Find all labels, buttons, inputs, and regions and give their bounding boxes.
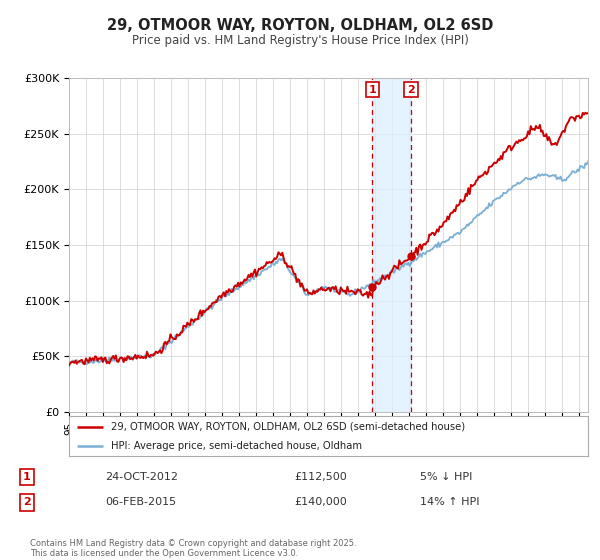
Text: £112,500: £112,500 [294, 472, 347, 482]
Text: 2: 2 [23, 497, 31, 507]
Text: 1: 1 [368, 85, 376, 95]
Text: 06-FEB-2015: 06-FEB-2015 [105, 497, 176, 507]
Text: Contains HM Land Registry data © Crown copyright and database right 2025.
This d: Contains HM Land Registry data © Crown c… [30, 539, 356, 558]
Text: 24-OCT-2012: 24-OCT-2012 [105, 472, 178, 482]
Text: HPI: Average price, semi-detached house, Oldham: HPI: Average price, semi-detached house,… [110, 441, 362, 450]
Text: 29, OTMOOR WAY, ROYTON, OLDHAM, OL2 6SD: 29, OTMOOR WAY, ROYTON, OLDHAM, OL2 6SD [107, 18, 493, 33]
Bar [372, 78, 411, 412]
Text: 29, OTMOOR WAY, ROYTON, OLDHAM, OL2 6SD (semi-detached house): 29, OTMOOR WAY, ROYTON, OLDHAM, OL2 6SD … [110, 422, 464, 432]
Text: £140,000: £140,000 [294, 497, 347, 507]
Text: 5% ↓ HPI: 5% ↓ HPI [420, 472, 472, 482]
Text: 1: 1 [23, 472, 31, 482]
Text: 2: 2 [407, 85, 415, 95]
Text: Price paid vs. HM Land Registry's House Price Index (HPI): Price paid vs. HM Land Registry's House … [131, 34, 469, 46]
Text: 14% ↑ HPI: 14% ↑ HPI [420, 497, 479, 507]
